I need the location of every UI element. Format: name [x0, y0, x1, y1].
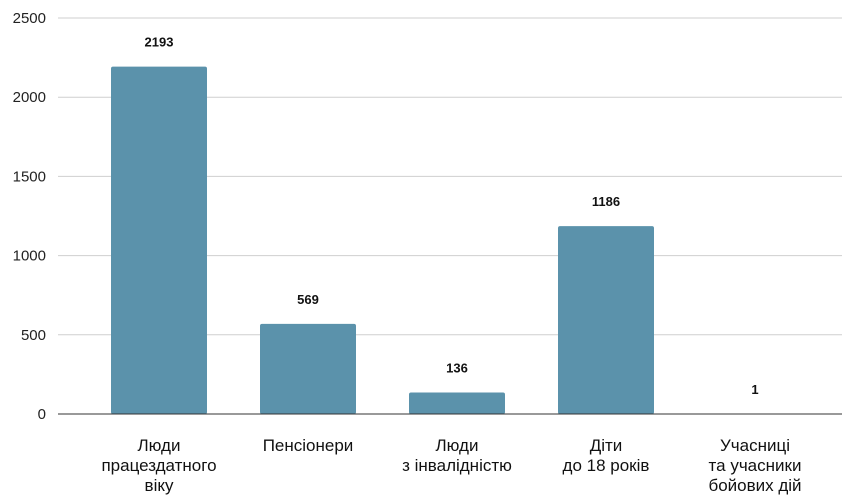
x-category-label-line: з інвалідністю [402, 456, 512, 475]
data-label-4: 1 [751, 382, 758, 397]
bar-2 [409, 392, 505, 414]
y-tick-label: 2500 [13, 10, 46, 27]
x-category-label-line: віку [145, 476, 174, 495]
x-category-label-2: Люди з інвалідністю [402, 436, 512, 475]
data-label-1: 569 [297, 292, 319, 307]
x-category-label-line: бойових дій [708, 476, 801, 495]
y-axis-ticks: 0 500 1000 1500 2000 2500 [13, 10, 46, 423]
y-tick-label: 1000 [13, 248, 46, 265]
y-tick-label: 2000 [13, 89, 46, 106]
x-category-label-3: Діти до 18 років [563, 436, 650, 475]
bar-0 [111, 66, 207, 415]
x-category-label-line: працездатного [101, 456, 216, 475]
x-category-label-line: Учасниці [720, 436, 790, 455]
x-category-label-line: Люди [138, 436, 181, 455]
y-tick-label: 500 [21, 327, 46, 344]
x-category-label-1: Пенсіонери [263, 436, 354, 455]
x-category-label-0: Люди працездатного віку [101, 436, 216, 495]
x-category-label-line: та учасники [709, 456, 802, 475]
x-category-label-line: до 18 років [563, 456, 650, 475]
bar-3 [558, 226, 654, 414]
y-tick-label: 0 [38, 406, 46, 423]
bar-1 [260, 323, 356, 414]
x-category-label-4: Учасниці та учасники бойових дій [708, 436, 801, 495]
x-category-label-line: Діти [590, 436, 623, 455]
x-category-label-line: Пенсіонери [263, 436, 354, 455]
y-tick-label: 1500 [13, 168, 46, 185]
x-category-label-line: Люди [436, 436, 479, 455]
data-label-0: 2193 [145, 35, 174, 50]
data-label-2: 136 [446, 360, 468, 375]
data-labels: 2193 569 136 1186 1 [145, 35, 759, 397]
data-label-3: 1186 [592, 194, 620, 209]
bars [111, 66, 803, 415]
